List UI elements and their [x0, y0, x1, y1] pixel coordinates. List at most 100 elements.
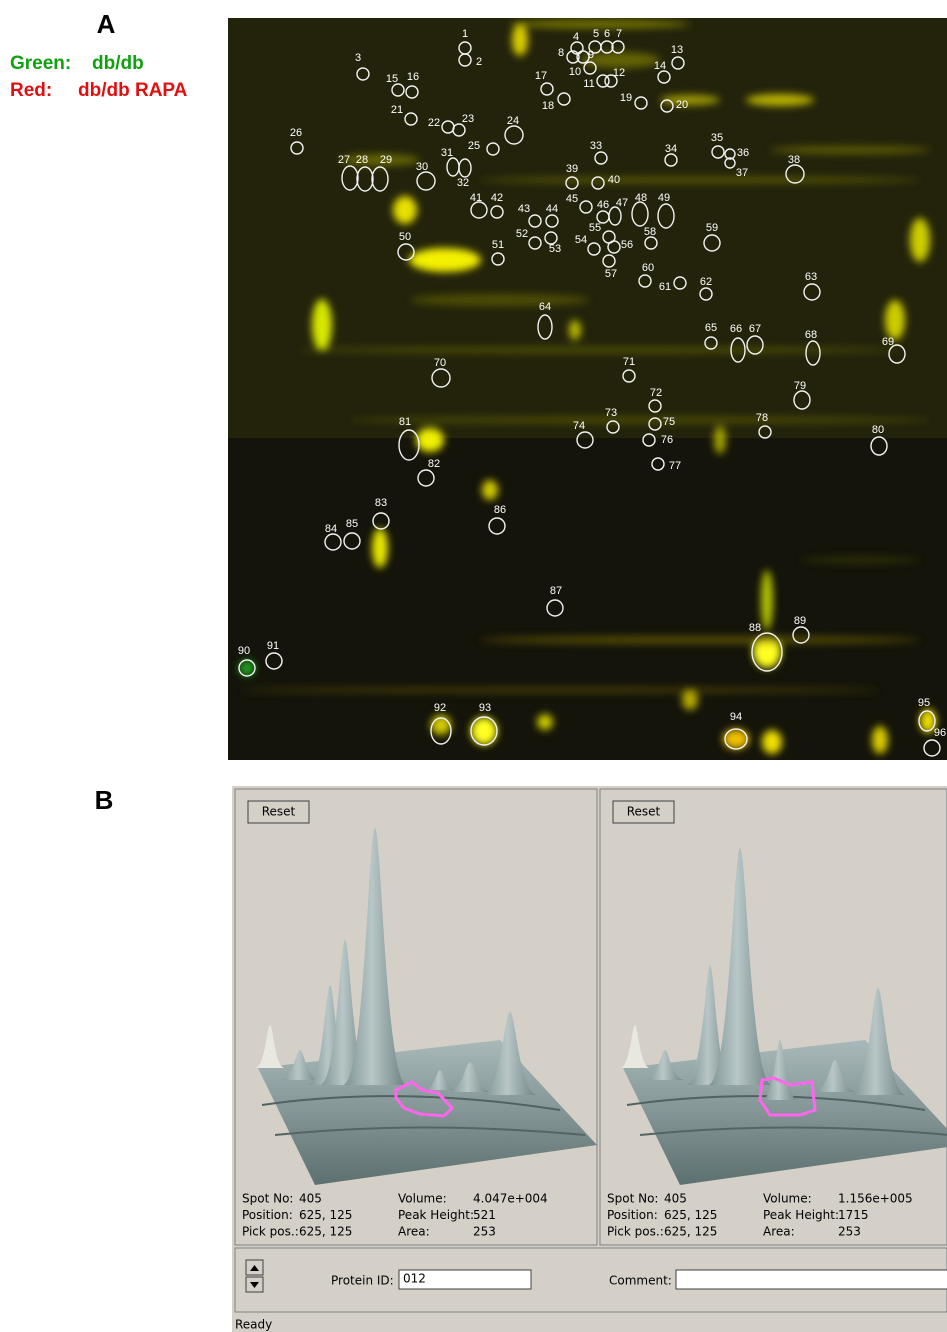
spot-label: 37 — [736, 167, 748, 179]
spot-label: 96 — [934, 727, 946, 739]
gel-blob — [240, 687, 880, 693]
field-label: Protein ID: — [331, 1274, 394, 1288]
info-value: 521 — [473, 1208, 496, 1222]
spot-label: 77 — [669, 460, 681, 472]
spot-label: 44 — [546, 203, 558, 215]
spot-label: 79 — [794, 380, 806, 392]
spot-label: 39 — [566, 163, 578, 175]
protein-id-value: 012 — [403, 1272, 426, 1286]
comment-input[interactable] — [676, 1270, 947, 1289]
spot-label: 86 — [494, 504, 506, 516]
spot-label: 69 — [882, 336, 894, 348]
spot-label: 57 — [605, 268, 617, 280]
figure: A Green: db/db Red: db/db RAPA 123456789… — [0, 0, 947, 1332]
spot-label: 89 — [794, 615, 806, 627]
gel-blob — [682, 690, 698, 710]
info-label: Position: — [607, 1208, 658, 1222]
spot-label: 81 — [399, 416, 411, 428]
spot-label: 53 — [549, 243, 561, 255]
spot-label: 7 — [616, 28, 622, 40]
spot-label: 26 — [290, 127, 302, 139]
spot-label: 60 — [642, 262, 654, 274]
gel-blob — [480, 177, 920, 183]
spot-label: 88 — [749, 622, 761, 634]
spot-label: 8 — [558, 47, 564, 59]
field-label: Comment: — [609, 1274, 672, 1288]
spot-label: 28 — [356, 154, 368, 166]
info-value: 625, 125 — [664, 1208, 717, 1222]
reset-label: Reset — [627, 805, 661, 819]
spot-label: 22 — [428, 117, 440, 129]
spot-label: 31 — [441, 147, 453, 159]
spot-label: 6 — [604, 28, 610, 40]
info-value: 4.047e+004 — [473, 1192, 548, 1206]
spot-label: 11 — [583, 78, 594, 90]
spot-label: 47 — [616, 197, 628, 209]
spot-label: 51 — [492, 239, 504, 251]
info-value: 405 — [664, 1192, 687, 1206]
gel-blob — [393, 196, 417, 224]
spot-label: 78 — [756, 412, 768, 424]
spot-label: 62 — [700, 276, 712, 288]
gel-blob — [770, 146, 930, 154]
spot-label: 68 — [805, 329, 817, 341]
gel-blob — [480, 636, 920, 644]
spot-label: 36 — [737, 147, 749, 159]
gel-blob — [800, 557, 920, 563]
spot-label: 38 — [788, 154, 800, 166]
spot-label: 12 — [613, 67, 625, 79]
spot-label: 66 — [730, 323, 742, 335]
gel-blob — [714, 426, 726, 454]
spot-label: 87 — [550, 585, 562, 597]
spot-label: 52 — [516, 228, 528, 240]
spot-label: 56 — [621, 239, 633, 251]
spot-label: 17 — [535, 70, 547, 82]
spot-label: 67 — [749, 323, 761, 335]
legend-sample: db/db RAPA — [78, 80, 188, 101]
gel-blob — [872, 726, 888, 754]
spot-label: 23 — [462, 113, 474, 125]
spot-label: 43 — [518, 203, 530, 215]
info-value: 253 — [473, 1225, 496, 1239]
panel-label: B — [95, 785, 114, 815]
spot-label: 2 — [476, 56, 482, 68]
info-label: Pick pos.: — [242, 1225, 299, 1239]
spot-label: 21 — [391, 104, 403, 116]
gel-blob — [350, 417, 930, 423]
info-label: Volume: — [763, 1192, 812, 1206]
info-value: 625, 125 — [299, 1208, 352, 1222]
legend-label: Red: — [10, 80, 52, 101]
figure-canvas: A Green: db/db Red: db/db RAPA 123456789… — [0, 0, 947, 1332]
info-label: Area: — [398, 1225, 430, 1239]
spot-label: 63 — [805, 271, 817, 283]
gel-blob — [885, 300, 905, 340]
spot-label: 30 — [416, 161, 428, 173]
spot-label: 4 — [573, 31, 579, 43]
gel-blob — [409, 248, 481, 272]
gel-blob — [300, 347, 900, 353]
spot-label: 18 — [542, 100, 554, 112]
spot-label: 76 — [661, 434, 673, 446]
spot-label: 42 — [491, 192, 503, 204]
spot-label: 92 — [434, 702, 446, 714]
gel-blob — [910, 218, 930, 262]
spot-label: 61 — [659, 281, 671, 293]
info-label: Spot No: — [607, 1192, 658, 1206]
spot-label: 70 — [434, 357, 446, 369]
info-label: Pick pos.: — [607, 1225, 664, 1239]
status-bar: Ready — [235, 1318, 272, 1332]
gel-blob — [762, 730, 782, 754]
spot-label: 59 — [706, 222, 718, 234]
reset-label: Reset — [262, 805, 296, 819]
spot-label: 64 — [539, 301, 551, 313]
info-label: Peak Height: — [398, 1208, 474, 1222]
spot-label: 1 — [462, 28, 468, 40]
spot-label: 83 — [375, 497, 387, 509]
spot-label: 40 — [608, 174, 620, 186]
spot-label: 73 — [605, 407, 617, 419]
spot-label: 50 — [399, 231, 411, 243]
spot-label: 94 — [730, 711, 742, 723]
spot-label: 9 — [588, 49, 594, 61]
spot-label: 71 — [623, 356, 635, 368]
